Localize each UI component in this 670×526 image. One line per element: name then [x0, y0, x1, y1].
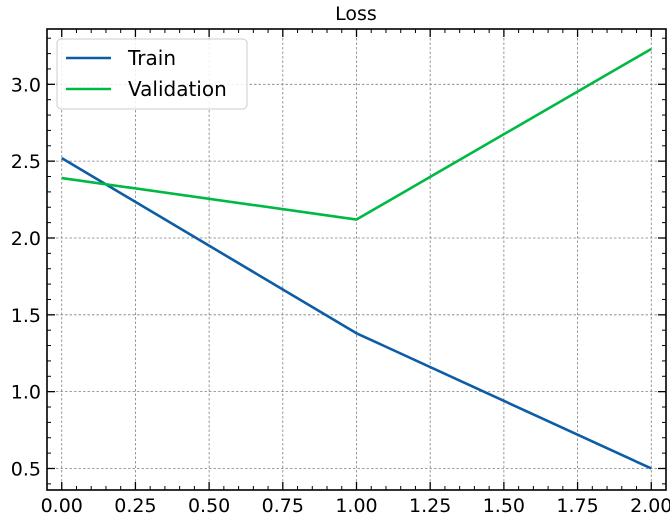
- x-tick-label: 1.25: [409, 495, 451, 517]
- legend: Train Validation: [57, 39, 247, 109]
- legend-label-validation: Validation: [128, 77, 227, 101]
- y-tick-label: 2.0: [11, 228, 41, 250]
- x-tick-label: 2.00: [630, 495, 670, 517]
- x-tick-label: 1.00: [335, 495, 377, 517]
- y-tick-label: 1.5: [11, 305, 41, 327]
- x-tick-label: 0.00: [41, 495, 83, 517]
- x-tick-labels: 0.00 0.25 0.50 0.75 1.00 1.25 1.50 1.75 2.00: [41, 495, 670, 517]
- x-tick-label: 0.50: [188, 495, 230, 517]
- legend-label-train: Train: [127, 46, 176, 70]
- y-tick-label: 0.5: [11, 458, 41, 480]
- y-tick-labels: 0.5 1.0 1.5 2.0 2.5 3.0: [11, 74, 41, 480]
- y-tick-label: 1.0: [11, 382, 41, 404]
- chart-title: Loss: [335, 3, 377, 25]
- x-tick-label: 1.75: [556, 495, 598, 517]
- y-tick-label: 3.0: [11, 74, 41, 96]
- x-tick-label: 0.75: [262, 495, 304, 517]
- x-tick-label: 0.25: [114, 495, 156, 517]
- x-tick-label: 1.50: [483, 495, 525, 517]
- y-tick-label: 2.5: [11, 151, 41, 173]
